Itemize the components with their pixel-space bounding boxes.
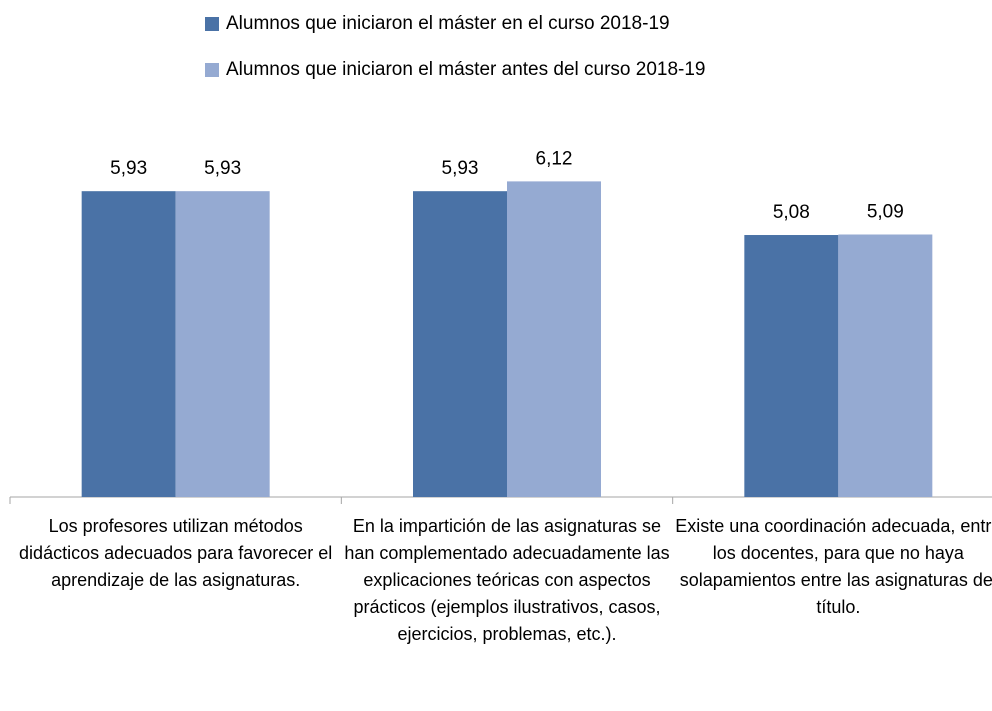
legend-label: Alumnos que iniciaron el máster en el cu… xyxy=(226,13,670,34)
bar xyxy=(413,191,507,497)
x-tick-label: Los profesores utilizan métodos didáctic… xyxy=(19,516,333,590)
data-label: 5,08 xyxy=(773,202,810,223)
bar xyxy=(507,181,601,497)
bar xyxy=(81,191,176,497)
x-tick-label: Existe una coordinación adecuada, entre … xyxy=(675,516,992,617)
data-label: 5,93 xyxy=(110,158,147,179)
bar xyxy=(175,191,270,497)
data-label: 5,93 xyxy=(442,158,479,179)
legend-swatch xyxy=(205,17,219,31)
legend-label: Alumnos que iniciaron el máster antes de… xyxy=(226,59,706,80)
bar xyxy=(744,235,839,497)
data-label: 6,12 xyxy=(536,148,573,169)
legend-swatch xyxy=(205,63,219,77)
x-tick-label: En la impartición de las asignaturas se … xyxy=(344,516,670,644)
data-label: 5,93 xyxy=(204,158,241,179)
data-label: 5,09 xyxy=(867,202,904,223)
bar xyxy=(838,234,933,497)
